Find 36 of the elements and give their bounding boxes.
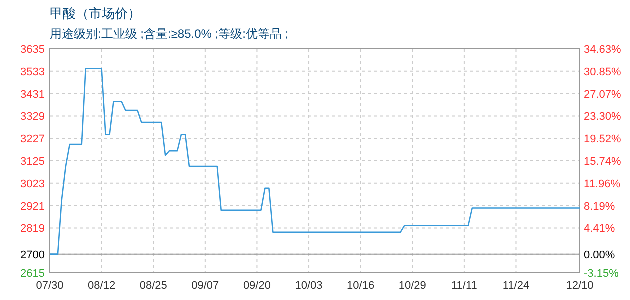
y2-tick-label: 8.19% <box>584 200 616 213</box>
y2-tick-label: 15.74% <box>584 156 622 168</box>
y-tick-label: 3431 <box>20 88 45 101</box>
y2-tick-label: -3.15% <box>584 268 620 280</box>
x-tick-label: 08/25 <box>140 280 168 292</box>
chart-subtitle: 用途级别:工业级 ;含量:≥85.0% ;等级:优等品 ; <box>50 27 289 41</box>
x-tick-label: 10/29 <box>398 280 426 292</box>
x-tick-label: 11/11 <box>451 280 478 292</box>
y2-tick-label: 30.85% <box>584 66 622 78</box>
x-tick-label: 12/10 <box>566 280 594 292</box>
y-tick-label: 2921 <box>20 200 45 213</box>
x-tick-label: 09/07 <box>192 280 220 292</box>
y-tick-label: 2819 <box>20 223 45 236</box>
x-tick-label: 11/24 <box>502 280 530 292</box>
y2-tick-label: 19.52% <box>584 134 622 146</box>
x-tick-label: 10/03 <box>295 280 323 292</box>
y-tick-label: 3329 <box>20 111 45 124</box>
chart-title: 甲酸（市场价） <box>50 6 141 21</box>
y2-tick-label: 23.30% <box>584 111 622 124</box>
y-tick-label: 3125 <box>20 156 45 168</box>
y2-tick-label: 0.00% <box>584 249 616 262</box>
y-tick-label: 3227 <box>20 134 45 146</box>
y-tick-label: 2700 <box>20 249 45 262</box>
x-tick-label: 08/12 <box>88 280 116 292</box>
y2-tick-label: 4.41% <box>584 223 616 236</box>
y-tick-label: 2615 <box>20 268 45 280</box>
y2-tick-label: 34.63% <box>584 44 622 56</box>
x-tick-label: 10/16 <box>347 280 375 292</box>
x-tick-label: 07/30 <box>36 280 64 292</box>
y2-tick-label: 27.07% <box>584 88 622 101</box>
y-tick-label: 3023 <box>20 178 45 190</box>
y2-tick-label: 11.96% <box>584 178 621 190</box>
line-series <box>49 68 581 255</box>
y-tick-label: 3635 <box>20 44 45 56</box>
y-tick-label: 3533 <box>20 66 45 78</box>
x-tick-label: 09/20 <box>243 280 271 292</box>
